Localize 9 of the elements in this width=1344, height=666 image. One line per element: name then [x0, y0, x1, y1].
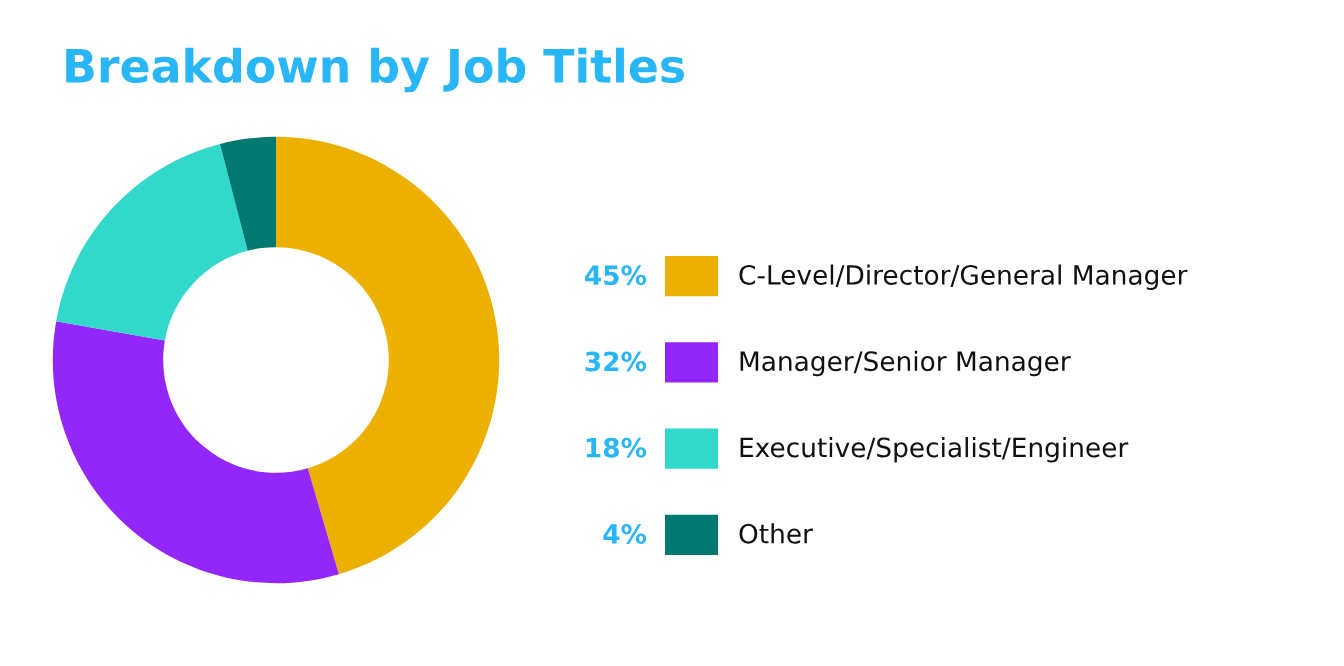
chart-title: Breakdown by Job Titles	[66, 47, 684, 93]
legend-label: Executive/Specialist/Engineer	[740, 437, 1129, 463]
data-label: 4%	[603, 524, 647, 544]
data-label: 45%	[585, 265, 647, 286]
legend-label: C-Level/Director/General Manager	[739, 264, 1188, 291]
data-label: 18%	[586, 437, 647, 458]
legend-label: Manager/Senior Manager	[740, 350, 1071, 377]
legend-label: Other	[739, 523, 813, 544]
data-label: 32%	[585, 351, 647, 372]
